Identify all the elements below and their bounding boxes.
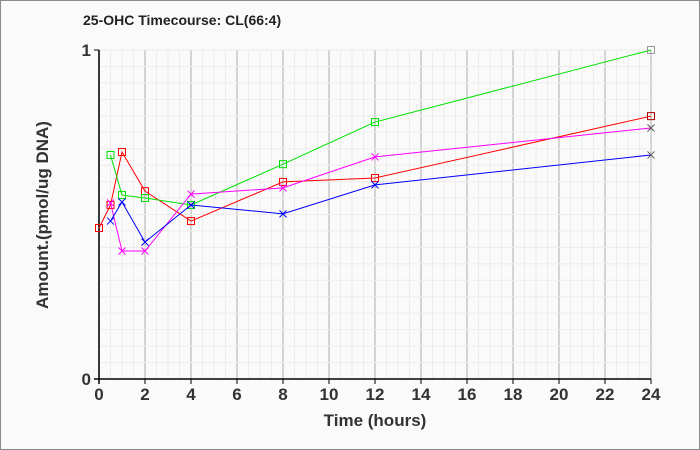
grid (98, 49, 652, 380)
data-point (106, 217, 115, 225)
x-tick-label: 18 (504, 385, 523, 404)
y-tick-label: 0 (82, 370, 91, 389)
data-point (141, 238, 149, 246)
data-point (279, 177, 287, 186)
x-tick-label: 4 (186, 385, 196, 404)
data-point (118, 147, 126, 156)
data-point (647, 124, 655, 132)
data-point (647, 46, 655, 54)
data-point (187, 190, 195, 198)
data-point (106, 199, 115, 207)
data-point (95, 223, 103, 232)
y-tick-label: 1 (82, 41, 91, 60)
x-tick-label: 16 (458, 385, 477, 404)
data-point (279, 209, 287, 218)
data-point (187, 217, 195, 226)
x-tick-label: 12 (366, 385, 385, 404)
data-point (371, 181, 379, 189)
data-point (118, 247, 126, 255)
x-tick-label: 8 (278, 385, 287, 404)
series-blue (106, 151, 655, 246)
series (95, 46, 655, 255)
data-point (106, 150, 115, 159)
series-red (95, 112, 655, 232)
data-point (647, 151, 655, 159)
x-tick-label: 2 (140, 385, 149, 404)
series-line-red (98, 115, 652, 229)
series-magenta (106, 124, 655, 255)
data-point (647, 112, 655, 121)
x-tick-label: 14 (412, 385, 431, 404)
chart-title: 25-OHC Timecourse: CL(66:4) (83, 12, 282, 28)
x-tick-label: 0 (94, 385, 103, 404)
x-tick-label: 20 (550, 385, 569, 404)
x-tick-label: 10 (320, 385, 339, 404)
y-axis-label: Amount.(pmol/ug DNA) (33, 121, 52, 309)
data-point (371, 173, 379, 182)
x-tick-label: 22 (596, 385, 615, 404)
data-point (187, 201, 195, 209)
data-point (106, 200, 115, 209)
data-point (371, 153, 379, 161)
data-point (118, 198, 126, 206)
data-point (279, 160, 287, 169)
data-point (118, 191, 126, 200)
data-point (371, 118, 379, 127)
x-axis-label: Time (hours) (324, 411, 427, 430)
data-point (141, 247, 149, 255)
data-point (141, 194, 149, 203)
x-tick-label: 6 (232, 385, 241, 404)
x-tick-label: 24 (642, 385, 661, 404)
data-point (279, 183, 287, 192)
